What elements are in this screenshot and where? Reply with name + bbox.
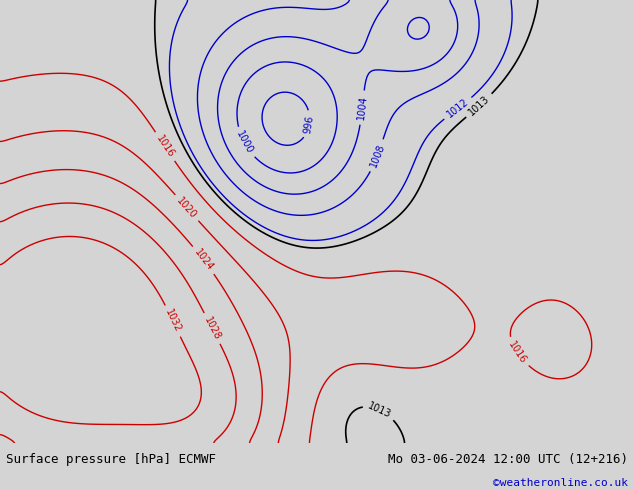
Text: 1016: 1016 xyxy=(507,340,528,366)
Text: Mo 03-06-2024 12:00 UTC (12+216): Mo 03-06-2024 12:00 UTC (12+216) xyxy=(387,453,628,466)
Text: 1013: 1013 xyxy=(366,400,393,419)
Text: ©weatheronline.co.uk: ©weatheronline.co.uk xyxy=(493,478,628,488)
Text: 1008: 1008 xyxy=(368,143,387,169)
Text: 1013: 1013 xyxy=(467,94,491,118)
Text: 1012: 1012 xyxy=(445,97,471,120)
Text: 996: 996 xyxy=(303,115,316,134)
Text: 1004: 1004 xyxy=(356,95,369,121)
Text: 1000: 1000 xyxy=(235,130,255,156)
Text: 1020: 1020 xyxy=(175,196,198,220)
Text: 1028: 1028 xyxy=(202,315,223,342)
Text: 1016: 1016 xyxy=(154,134,176,160)
Text: 1024: 1024 xyxy=(192,247,215,273)
Text: 1032: 1032 xyxy=(163,308,183,334)
Text: Surface pressure [hPa] ECMWF: Surface pressure [hPa] ECMWF xyxy=(6,453,216,466)
